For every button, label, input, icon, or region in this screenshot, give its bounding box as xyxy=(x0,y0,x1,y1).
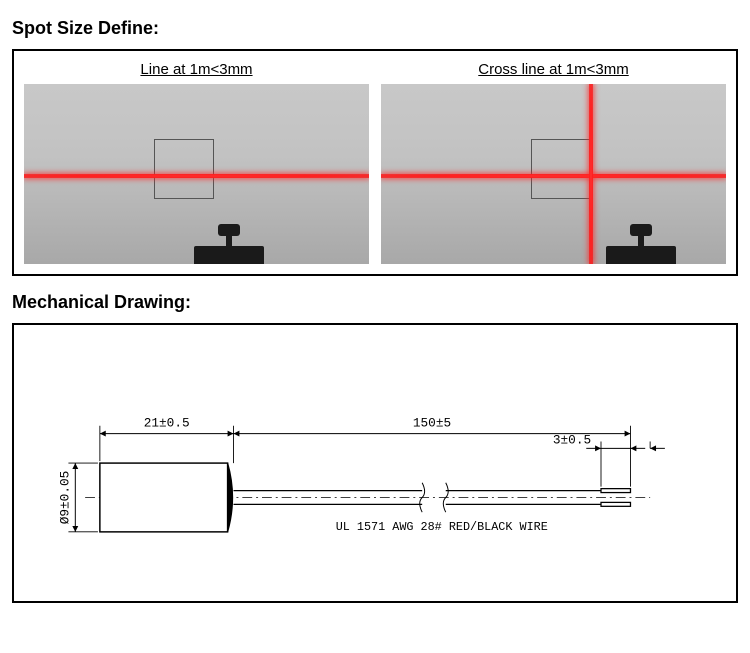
target-square xyxy=(154,139,214,199)
photo-cross xyxy=(381,84,726,264)
dim-dia-label: Ø9±0.05 xyxy=(57,471,72,525)
laser-vertical xyxy=(589,84,593,264)
spot-label-cross: Cross line at 1m<3mm xyxy=(478,61,628,78)
mech-drawing: 21±0.5 150±5 3±0.5 Ø9±0.05 UL 1571 AWG 2… xyxy=(34,355,716,581)
laser-horizontal xyxy=(381,174,726,178)
photo-line xyxy=(24,84,369,264)
body-rect xyxy=(100,463,228,532)
wire-note: UL 1571 AWG 28# RED/BLACK WIRE xyxy=(336,520,548,534)
fixture xyxy=(606,224,676,264)
mech-box: 21±0.5 150±5 3±0.5 Ø9±0.05 UL 1571 AWG 2… xyxy=(12,323,738,603)
lens-cap xyxy=(228,463,233,532)
dim-strip-label: 3±0.5 xyxy=(553,432,591,447)
dim-body-len-label: 21±0.5 xyxy=(144,416,190,431)
spot-title: Spot Size Define: xyxy=(12,18,738,39)
spot-label-line: Line at 1m<3mm xyxy=(140,61,252,78)
fixture xyxy=(194,224,264,264)
target-square xyxy=(531,139,591,199)
spot-col-cross: Cross line at 1m<3mm xyxy=(381,61,726,264)
spot-col-line: Line at 1m<3mm xyxy=(24,61,369,264)
mech-title: Mechanical Drawing: xyxy=(12,292,738,313)
spot-box: Line at 1m<3mm Cross line at 1m<3mm xyxy=(12,49,738,276)
laser-horizontal xyxy=(24,174,369,178)
dim-wire-len-label: 150±5 xyxy=(413,416,451,431)
